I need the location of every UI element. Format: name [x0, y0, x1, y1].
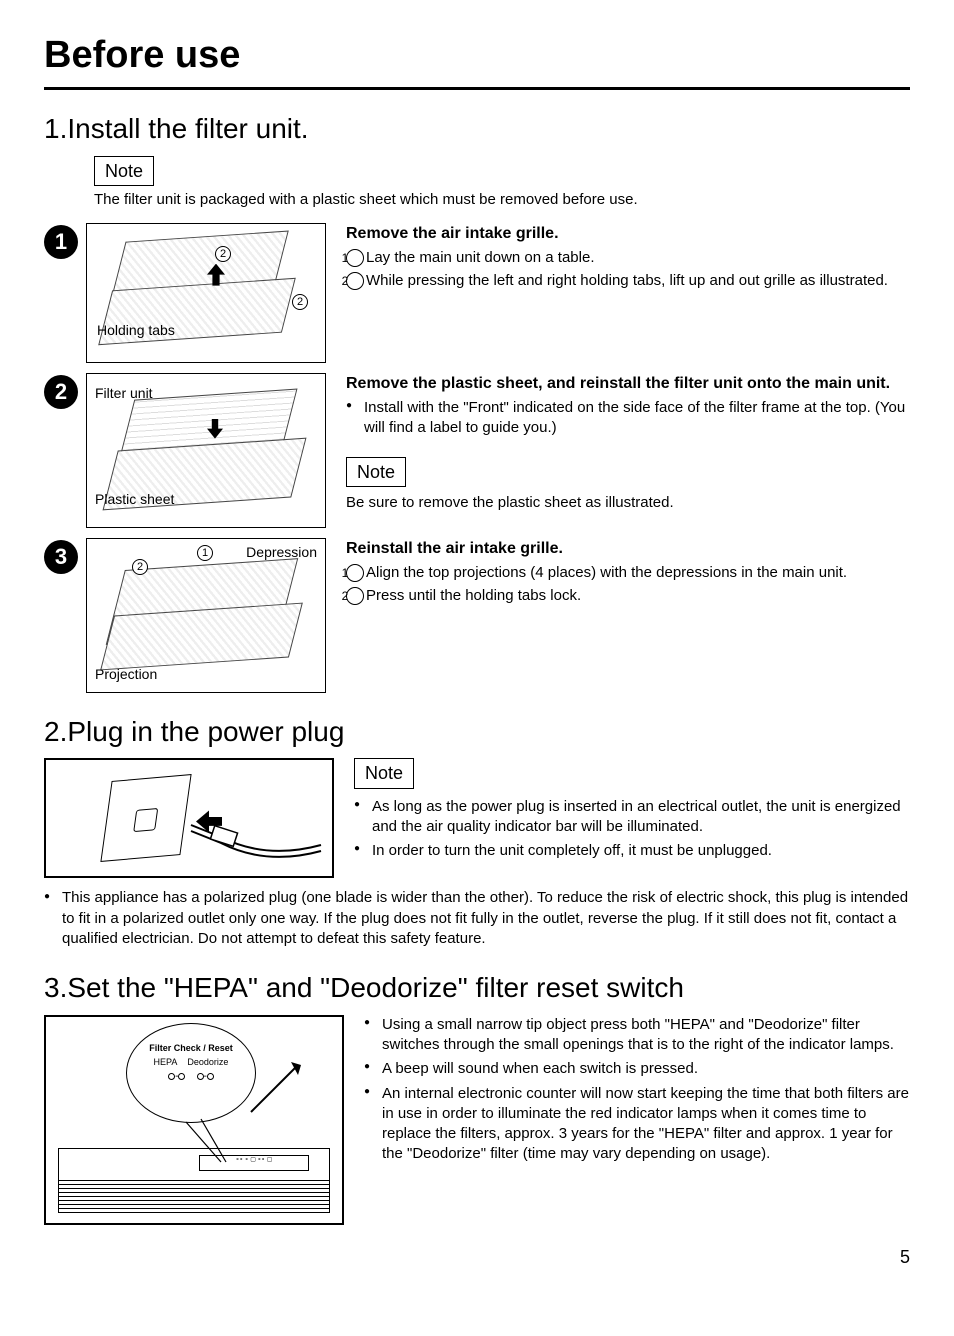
section2-row: Note As long as the power plug is insert… [44, 758, 910, 878]
step-2-diagram: Filter unit Plastic sheet [86, 373, 326, 528]
step-3-heading: Reinstall the air intake grille. [346, 538, 910, 560]
step-3-line1: 1Align the top projections (4 places) wi… [346, 563, 910, 583]
reset-diagram: Filter Check / Reset HEPA Deodorize - - … [44, 1015, 344, 1225]
section2-bullet-2: In order to turn the unit completely off… [354, 841, 910, 861]
mag-hepa: HEPA [154, 1057, 178, 1067]
step-2-content: Remove the plastic sheet, and reinstall … [346, 373, 910, 514]
step-3-row: 3 1 2 Depression Projection Reinstall th… [44, 538, 910, 693]
section2-content: Note As long as the power plug is insert… [354, 758, 910, 865]
diagram-label-plastic-sheet: Plastic sheet [95, 490, 174, 509]
step-3-content: Reinstall the air intake grille. 1Align … [346, 538, 910, 610]
step-1-heading: Remove the air intake grille. [346, 223, 910, 245]
note-label: Note [94, 156, 154, 186]
diagram-label-projection: Projection [95, 665, 157, 684]
section3-title: 3.Set the "HEPA" and "Deodorize" filter … [44, 969, 910, 1007]
callout-2c: 2 [132, 559, 148, 575]
step-1-diagram: 2 2 Holding tabs [86, 223, 326, 363]
diagram-label-holding-tabs: Holding tabs [97, 321, 175, 340]
step-1-row: 1 2 2 Holding tabs Remove the air intake… [44, 223, 910, 363]
mag-title: Filter Check / Reset [127, 1042, 255, 1054]
plug-diagram [44, 758, 334, 878]
callout-2b: 2 [292, 294, 308, 310]
step-3-line2: 2Press until the holding tabs lock. [346, 586, 910, 606]
section3-bullet-2: A beep will sound when each switch is pr… [364, 1059, 910, 1079]
section3-row: Filter Check / Reset HEPA Deodorize - - … [44, 1015, 910, 1225]
step-2-row: 2 Filter unit Plastic sheet Remove the p… [44, 373, 910, 528]
step-3-diagram: 1 2 Depression Projection [86, 538, 326, 693]
step-1-content: Remove the air intake grille. 1Lay the m… [346, 223, 910, 295]
section2-note-label: Note [354, 758, 414, 788]
step-2-bullet: Install with the "Front" indicated on th… [346, 398, 910, 439]
diagram-label-depression: Depression [246, 543, 317, 562]
step-2-note-label: Note [346, 457, 406, 487]
step-3-badge: 3 [44, 540, 78, 574]
section3-bullet-1: Using a small narrow tip object press bo… [364, 1015, 910, 1056]
callout-2: 2 [215, 246, 231, 262]
step-2-note-text: Be sure to remove the plastic sheet as i… [346, 493, 910, 513]
mag-deodorize: Deodorize [187, 1057, 228, 1067]
section3-content: Using a small narrow tip object press bo… [364, 1015, 910, 1169]
polarized-text: This appliance has a polarized plug (one… [44, 888, 910, 949]
page-number: 5 [44, 1245, 910, 1269]
note-text: The filter unit is packaged with a plast… [94, 190, 910, 210]
diagram-label-filter-unit: Filter unit [95, 384, 153, 403]
section1-title: 1.Install the filter unit. [44, 110, 910, 148]
section2-bullet-1: As long as the power plug is inserted in… [354, 797, 910, 838]
step-1-line2: 2While pressing the left and right holdi… [346, 271, 910, 291]
step-2-heading: Remove the plastic sheet, and reinstall … [346, 373, 910, 395]
callout-1: 1 [197, 545, 213, 561]
polarized-note: This appliance has a polarized plug (one… [44, 888, 910, 949]
section3-bullet-3: An internal electronic counter will now … [364, 1084, 910, 1165]
step-1-badge: 1 [44, 225, 78, 259]
step-1-line1: 1Lay the main unit down on a table. [346, 248, 910, 268]
section2-title: 2.Plug in the power plug [44, 713, 910, 751]
page-title: Before use [44, 30, 910, 90]
step-2-badge: 2 [44, 375, 78, 409]
